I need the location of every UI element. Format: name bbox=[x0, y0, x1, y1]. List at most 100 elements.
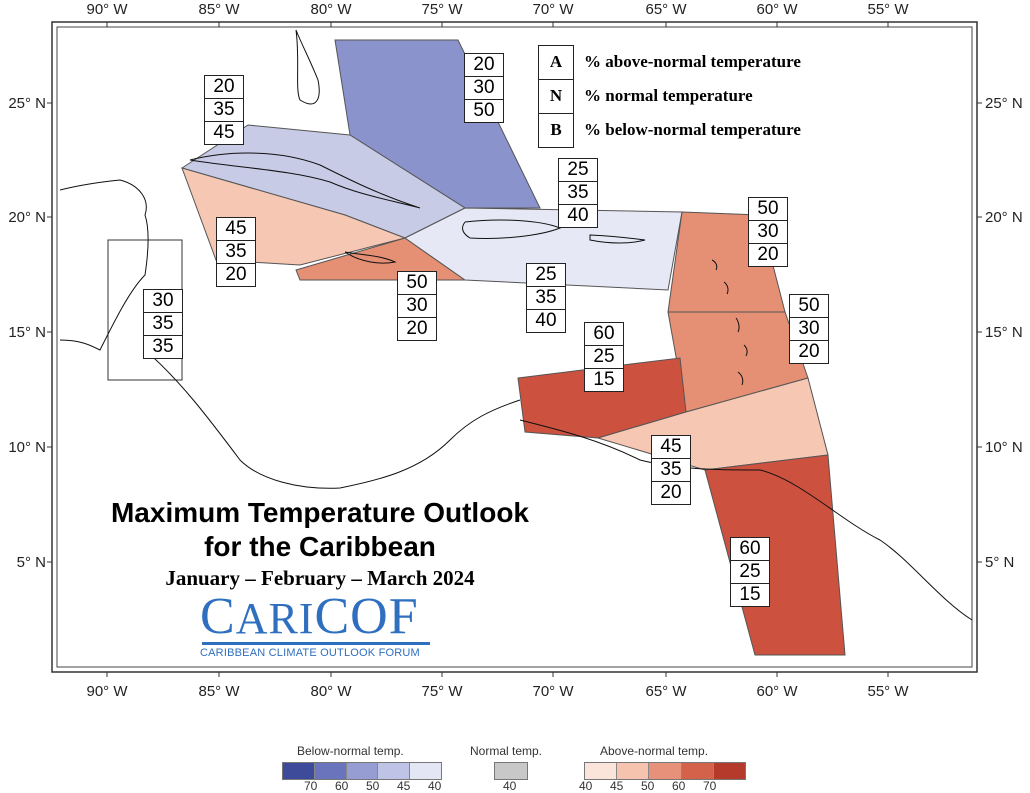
colorbar-below-tick: 45 bbox=[397, 779, 411, 793]
prob-normal: 30 bbox=[790, 317, 828, 340]
key-letter: B bbox=[538, 112, 574, 148]
latitude-tick-right: 15° N bbox=[985, 324, 1023, 341]
prob-below: 15 bbox=[731, 583, 769, 606]
colorbar-above-swatch bbox=[712, 763, 746, 779]
prob-above: 25 bbox=[535, 264, 557, 285]
latitude-tick-right: 20° N bbox=[985, 209, 1023, 226]
longitude-tick-top: 75° W bbox=[421, 1, 463, 18]
map-inner-frame bbox=[56, 26, 973, 668]
coastlines bbox=[59, 29, 973, 621]
prob-box-cuba: 20 35 45 bbox=[204, 75, 244, 145]
colorbar-above-tick: 45 bbox=[610, 779, 624, 793]
colorbar-above-tick: 40 bbox=[579, 779, 593, 793]
key-letter: N bbox=[538, 78, 574, 114]
prob-above: 20 bbox=[473, 54, 495, 75]
prob-above: 30 bbox=[152, 290, 174, 311]
latitude-tick-right: 5° N bbox=[985, 554, 1014, 571]
colorbar-above-tick: 50 bbox=[641, 779, 655, 793]
prob-box-windward: 50 30 20 bbox=[789, 294, 829, 364]
prob-above: 20 bbox=[213, 76, 235, 97]
prob-below: 20 bbox=[652, 481, 690, 504]
prob-below: 15 bbox=[585, 368, 623, 391]
prob-box-guianas: 60 25 15 bbox=[730, 537, 770, 607]
prob-normal: 30 bbox=[749, 220, 787, 243]
prob-below: 45 bbox=[205, 121, 243, 144]
map-period: January – February – March 2024 bbox=[165, 566, 475, 590]
longitude-axis: 90° W 90° W 85° W 85° W 80° W 80° W 75° W 75° W… bbox=[86, 1, 909, 700]
colorbar-below-label: Below-normal temp. bbox=[297, 744, 404, 758]
longitude-tick-top: 65° W bbox=[645, 1, 687, 18]
longitude-tick-bottom: 75° W bbox=[421, 683, 463, 700]
probability-key: A % above-normal temperature N % normal … bbox=[538, 44, 853, 148]
prob-box-cayman-west: 45 35 20 bbox=[216, 217, 256, 287]
colorbar-normal-tick: 40 bbox=[503, 779, 517, 793]
logo-wordmark: CARICOF bbox=[200, 588, 419, 645]
prob-normal: 35 bbox=[559, 181, 597, 204]
longitude-tick-top: 90° W bbox=[86, 1, 128, 18]
latitude-tick-left: 20° N bbox=[8, 209, 46, 226]
colorbar-above bbox=[584, 762, 746, 780]
colorbar-below-tick: 70 bbox=[304, 779, 318, 793]
colorbar-normal-swatch bbox=[495, 763, 527, 779]
prob-below: 50 bbox=[465, 99, 503, 122]
prob-below: 20 bbox=[790, 340, 828, 363]
colorbar-below-swatch bbox=[313, 763, 346, 779]
prob-normal: 35 bbox=[652, 458, 690, 481]
colorbar-below-tick: 60 bbox=[335, 779, 349, 793]
prob-normal: 35 bbox=[527, 286, 565, 309]
longitude-tick-top: 85° W bbox=[198, 1, 240, 18]
prob-above: 25 bbox=[567, 159, 589, 180]
prob-box-hispaniola-south: 25 35 40 bbox=[526, 263, 566, 333]
colorbar-below-tick: 40 bbox=[428, 779, 442, 793]
prob-box-belize: 30 35 35 bbox=[143, 289, 183, 359]
longitude-tick-bottom: 90° W bbox=[86, 683, 128, 700]
key-row-normal: N % normal temperature bbox=[538, 78, 753, 114]
longitude-tick-bottom: 55° W bbox=[867, 683, 909, 700]
colorbar-below bbox=[282, 762, 442, 780]
latitude-tick-left: 10° N bbox=[8, 439, 46, 456]
key-text: % above-normal temperature bbox=[584, 52, 801, 71]
prob-box-leeward-north: 50 30 20 bbox=[748, 197, 788, 267]
logo-subtitle: CARIBBEAN CLIMATE OUTLOOK FORUM bbox=[200, 647, 420, 659]
caricof-logo: CARICOF CARIBBEAN CLIMATE OUTLOOK FORUM bbox=[200, 588, 436, 659]
prob-box-jamaica: 50 30 20 bbox=[397, 271, 437, 341]
map-title-line1: Maximum Temperature Outlook bbox=[110, 497, 529, 528]
map-title-line2: for the Caribbean bbox=[204, 531, 436, 562]
latitude-tick-right: 25° N bbox=[985, 95, 1023, 112]
latitude-tick-left: 15° N bbox=[8, 324, 46, 341]
prob-normal: 35 bbox=[205, 98, 243, 121]
colorbar-above-swatch bbox=[680, 763, 713, 779]
zone-bahamas bbox=[334, 39, 541, 209]
prob-normal: 30 bbox=[398, 294, 436, 317]
latitude-tick-left: 5° N bbox=[17, 554, 46, 571]
latitude-axis-right: 25° N 20° N 15° N 10° N 5° N bbox=[977, 95, 1023, 571]
prob-box-trinidad: 45 35 20 bbox=[651, 435, 691, 505]
prob-normal: 25 bbox=[731, 560, 769, 583]
latitude-axis-left: 25° N 20° N 15° N 10° N 5° N bbox=[8, 95, 52, 571]
key-row-below: B % below-normal temperature bbox=[538, 112, 801, 148]
colorbar-above-label: Above-normal temp. bbox=[600, 744, 709, 758]
key-text: % below-normal temperature bbox=[584, 120, 801, 139]
prob-normal: 35 bbox=[144, 312, 182, 335]
colorbar-below-swatch bbox=[377, 763, 410, 779]
prob-box-abc-islands: 60 25 15 bbox=[584, 322, 624, 392]
colorbar-above-tick: 70 bbox=[703, 779, 717, 793]
logo-rule bbox=[202, 642, 430, 645]
prob-normal: 30 bbox=[465, 76, 503, 99]
prob-above: 60 bbox=[739, 538, 761, 559]
prob-below: 35 bbox=[144, 335, 182, 358]
longitude-tick-top: 60° W bbox=[756, 1, 798, 18]
colorbar-below-swatch bbox=[283, 763, 314, 779]
prob-box-hispaniola-north: 25 35 40 bbox=[558, 158, 598, 228]
prob-below: 40 bbox=[527, 309, 565, 332]
prob-below: 20 bbox=[749, 243, 787, 266]
map-title-block: Maximum Temperature Outlook for the Cari… bbox=[60, 496, 580, 592]
colorbar-above-swatch bbox=[585, 763, 617, 779]
longitude-tick-bottom: 65° W bbox=[645, 683, 687, 700]
colorbar-above-tick: 60 bbox=[672, 779, 686, 793]
prob-normal: 25 bbox=[585, 345, 623, 368]
colorbar-normal-label: Normal temp. bbox=[470, 744, 543, 758]
colorbar-below-swatch bbox=[345, 763, 378, 779]
colorbar-normal bbox=[494, 762, 528, 780]
prob-above: 45 bbox=[660, 436, 682, 457]
